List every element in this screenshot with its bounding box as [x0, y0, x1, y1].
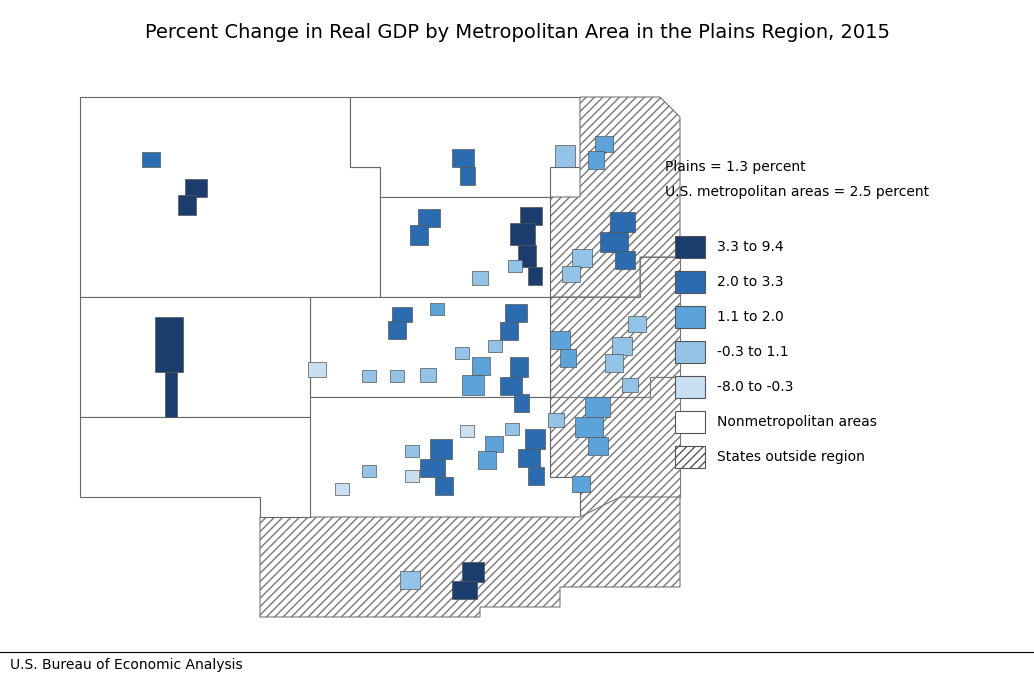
Bar	[390, 370, 404, 382]
Bar	[505, 304, 527, 322]
Text: U.S. metropolitan areas = 2.5 percent: U.S. metropolitan areas = 2.5 percent	[665, 185, 930, 199]
Bar	[550, 331, 570, 349]
Bar	[575, 417, 603, 437]
Bar	[430, 303, 444, 315]
Bar	[435, 477, 453, 495]
Bar	[518, 245, 536, 267]
Bar	[615, 251, 635, 269]
Bar	[362, 370, 376, 382]
Text: 1.1 to 2.0: 1.1 to 2.0	[717, 310, 784, 324]
Bar	[400, 571, 420, 589]
Bar	[675, 236, 705, 258]
Bar	[452, 581, 477, 599]
Bar	[500, 377, 522, 395]
Bar	[462, 375, 484, 395]
Bar	[528, 267, 542, 285]
Polygon shape	[550, 377, 680, 517]
Bar	[142, 152, 160, 167]
Bar	[505, 423, 519, 435]
Bar	[178, 195, 196, 215]
Bar	[455, 347, 469, 359]
Bar	[460, 167, 475, 185]
Bar	[572, 476, 590, 492]
Bar	[525, 429, 545, 449]
Polygon shape	[80, 417, 310, 517]
Text: -0.3 to 1.1: -0.3 to 1.1	[717, 345, 789, 359]
Text: Percent Change in Real GDP by Metropolitan Area in the Plains Region, 2015: Percent Change in Real GDP by Metropolit…	[145, 22, 889, 41]
Bar	[520, 207, 542, 225]
Bar	[165, 372, 177, 417]
Bar	[572, 249, 592, 267]
Bar	[675, 376, 705, 398]
Bar	[308, 362, 326, 377]
Text: States outside region: States outside region	[717, 450, 864, 464]
Bar	[595, 136, 613, 152]
Text: U.S. Bureau of Economic Analysis: U.S. Bureau of Economic Analysis	[10, 658, 243, 672]
Polygon shape	[260, 497, 680, 617]
Bar	[485, 436, 503, 452]
Bar	[388, 321, 406, 339]
Bar	[462, 562, 484, 582]
Text: 3.3 to 9.4: 3.3 to 9.4	[717, 240, 784, 254]
Bar	[675, 306, 705, 328]
Bar	[460, 425, 474, 437]
Bar	[622, 378, 638, 392]
Polygon shape	[80, 297, 310, 417]
Bar	[420, 368, 436, 382]
Bar	[452, 149, 474, 167]
Bar	[562, 266, 580, 282]
Bar	[335, 483, 349, 495]
Bar	[362, 465, 376, 477]
Polygon shape	[550, 257, 680, 397]
Bar	[675, 446, 705, 468]
Bar	[600, 232, 628, 252]
Text: -8.0 to -0.3: -8.0 to -0.3	[717, 380, 793, 394]
Bar	[628, 316, 646, 332]
Bar	[588, 151, 604, 169]
Bar	[410, 225, 428, 245]
Bar	[605, 354, 624, 372]
Bar	[500, 322, 518, 340]
Bar	[185, 179, 207, 197]
Bar	[675, 341, 705, 363]
Bar	[588, 437, 608, 455]
Polygon shape	[80, 97, 381, 297]
Bar	[420, 459, 445, 477]
Bar	[405, 470, 419, 482]
Bar	[612, 337, 632, 355]
Bar	[528, 467, 544, 485]
Polygon shape	[550, 97, 680, 297]
Bar	[508, 260, 522, 272]
Bar	[585, 397, 610, 417]
Bar	[472, 271, 488, 285]
Bar	[555, 145, 575, 167]
Bar	[610, 212, 635, 232]
Polygon shape	[349, 97, 580, 197]
Text: 2.0 to 3.3: 2.0 to 3.3	[717, 275, 784, 289]
Bar	[155, 317, 183, 372]
Bar	[675, 411, 705, 433]
Bar	[675, 271, 705, 293]
Text: Nonmetropolitan areas: Nonmetropolitan areas	[717, 415, 877, 429]
Bar	[560, 349, 576, 367]
Bar	[405, 445, 419, 457]
Bar	[418, 209, 440, 227]
Polygon shape	[310, 297, 550, 397]
Bar	[478, 451, 496, 469]
Bar	[514, 394, 529, 412]
Polygon shape	[381, 197, 550, 297]
Bar	[518, 449, 540, 467]
Bar	[510, 357, 528, 377]
Bar	[548, 413, 564, 427]
Bar	[488, 340, 501, 352]
Bar	[510, 223, 535, 245]
Bar	[392, 307, 412, 322]
Polygon shape	[260, 397, 580, 517]
Bar	[472, 357, 490, 375]
Bar	[430, 439, 452, 459]
Text: Plains = 1.3 percent: Plains = 1.3 percent	[665, 160, 805, 174]
